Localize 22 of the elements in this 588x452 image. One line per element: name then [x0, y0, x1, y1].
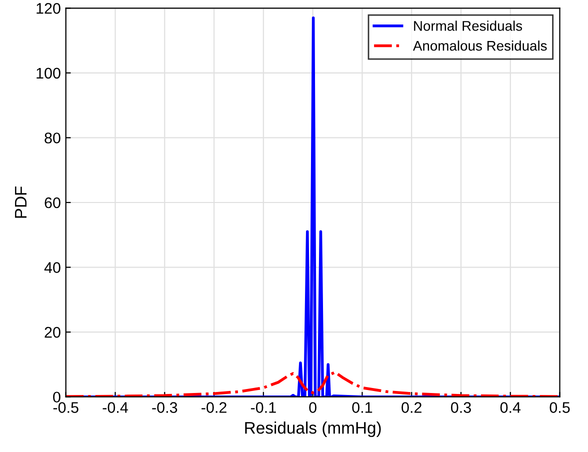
y-tick-label: 0 [53, 392, 60, 403]
x-tick-label: -0.3 [152, 402, 178, 413]
x-tick-label: 0.1 [352, 402, 372, 413]
y-tick-label: 120 [36, 3, 60, 14]
x-tick-label: 0.3 [450, 402, 471, 413]
x-axis-title: Residuals (mmHg) [245, 422, 381, 438]
y-tick-label: 20 [44, 326, 60, 338]
legend-label: Normal Residuals [414, 20, 522, 31]
x-tick-label: -0.4 [102, 402, 128, 413]
x-tick-label: -0.1 [250, 402, 276, 413]
x-tick-label: 0.5 [550, 402, 570, 413]
x-tick-label: -0.5 [53, 402, 78, 413]
x-tick-label: 0 [309, 402, 316, 413]
y-tick-label: 80 [44, 132, 60, 144]
x-tick-label: 0.4 [500, 402, 521, 413]
y-tick-label: 60 [44, 197, 60, 208]
y-tick-label: 100 [36, 68, 60, 79]
legend-label: Anomalous Residuals [412, 40, 547, 51]
y-axis-title: PDF [15, 186, 26, 218]
x-tick-label: 0.2 [402, 402, 422, 413]
x-tick-label: -0.2 [202, 402, 226, 413]
y-tick-label: 40 [44, 262, 60, 273]
